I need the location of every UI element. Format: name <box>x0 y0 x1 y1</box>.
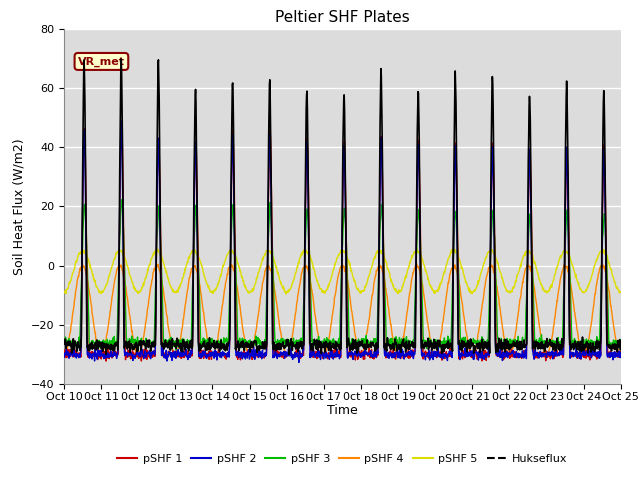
pSHF 4 <box>172 354 180 360</box>
pSHF 4 <box>429 351 437 357</box>
pSHF 5 <box>617 289 625 295</box>
Hukseflux <box>117 56 125 62</box>
Hukseflux <box>102 352 110 358</box>
pSHF 1 <box>60 351 68 357</box>
pSHF 5 <box>552 270 559 276</box>
Legend: pSHF 1, pSHF 2, pSHF 3, pSHF 4, pSHF 5, Hukseflux: pSHF 1, pSHF 2, pSHF 3, pSHF 4, pSHF 5, … <box>113 450 572 469</box>
pSHF 1 <box>247 353 255 359</box>
pSHF 3 <box>552 347 559 352</box>
Hukseflux <box>185 348 193 354</box>
X-axis label: Time: Time <box>327 405 358 418</box>
Line: pSHF 3: pSHF 3 <box>64 200 621 351</box>
Line: pSHF 1: pSHF 1 <box>64 121 621 361</box>
pSHF 1 <box>172 353 179 359</box>
pSHF 4 <box>184 283 192 289</box>
pSHF 3 <box>246 342 254 348</box>
Line: pSHF 2: pSHF 2 <box>64 121 621 362</box>
Hukseflux <box>552 348 559 353</box>
pSHF 1 <box>118 119 125 124</box>
pSHF 4 <box>617 351 625 357</box>
pSHF 5 <box>502 288 510 293</box>
Hukseflux <box>617 344 625 350</box>
pSHF 2 <box>617 350 625 356</box>
pSHF 2 <box>117 118 125 124</box>
pSHF 4 <box>170 349 178 355</box>
pSHF 4 <box>552 310 559 316</box>
pSHF 5 <box>339 246 346 252</box>
pSHF 4 <box>60 351 68 357</box>
pSHF 5 <box>170 289 178 295</box>
pSHF 2 <box>171 350 179 356</box>
Hukseflux <box>60 337 68 343</box>
pSHF 2 <box>246 354 254 360</box>
Text: VR_met: VR_met <box>78 56 125 67</box>
Line: Hukseflux: Hukseflux <box>64 59 621 355</box>
pSHF 2 <box>295 360 303 365</box>
Line: pSHF 4: pSHF 4 <box>64 264 621 357</box>
pSHF 5 <box>429 288 437 294</box>
pSHF 2 <box>184 353 192 359</box>
pSHF 2 <box>60 352 68 358</box>
Hukseflux <box>429 345 437 351</box>
pSHF 2 <box>502 351 510 357</box>
pSHF 1 <box>185 353 193 359</box>
pSHF 5 <box>60 288 68 294</box>
pSHF 1 <box>502 350 510 356</box>
pSHF 3 <box>184 338 192 344</box>
pSHF 5 <box>184 260 191 265</box>
Title: Peltier SHF Plates: Peltier SHF Plates <box>275 10 410 25</box>
Y-axis label: Soil Heat Flux (W/m2): Soil Heat Flux (W/m2) <box>12 138 25 275</box>
pSHF 3 <box>171 340 179 346</box>
pSHF 1 <box>617 351 625 357</box>
pSHF 1 <box>552 349 559 355</box>
pSHF 1 <box>429 349 437 355</box>
pSHF 2 <box>429 349 437 355</box>
Line: pSHF 5: pSHF 5 <box>64 249 621 294</box>
pSHF 4 <box>502 345 510 351</box>
pSHF 3 <box>617 342 625 348</box>
pSHF 3 <box>429 342 437 348</box>
pSHF 3 <box>286 348 294 354</box>
Hukseflux <box>502 337 510 343</box>
pSHF 2 <box>552 349 559 355</box>
pSHF 3 <box>118 197 125 203</box>
pSHF 5 <box>282 291 290 297</box>
pSHF 4 <box>246 351 254 357</box>
pSHF 3 <box>60 338 68 344</box>
pSHF 5 <box>246 289 254 295</box>
Hukseflux <box>247 345 255 350</box>
pSHF 3 <box>502 340 510 346</box>
pSHF 4 <box>413 261 420 266</box>
Hukseflux <box>172 344 179 349</box>
pSHF 1 <box>102 358 110 364</box>
